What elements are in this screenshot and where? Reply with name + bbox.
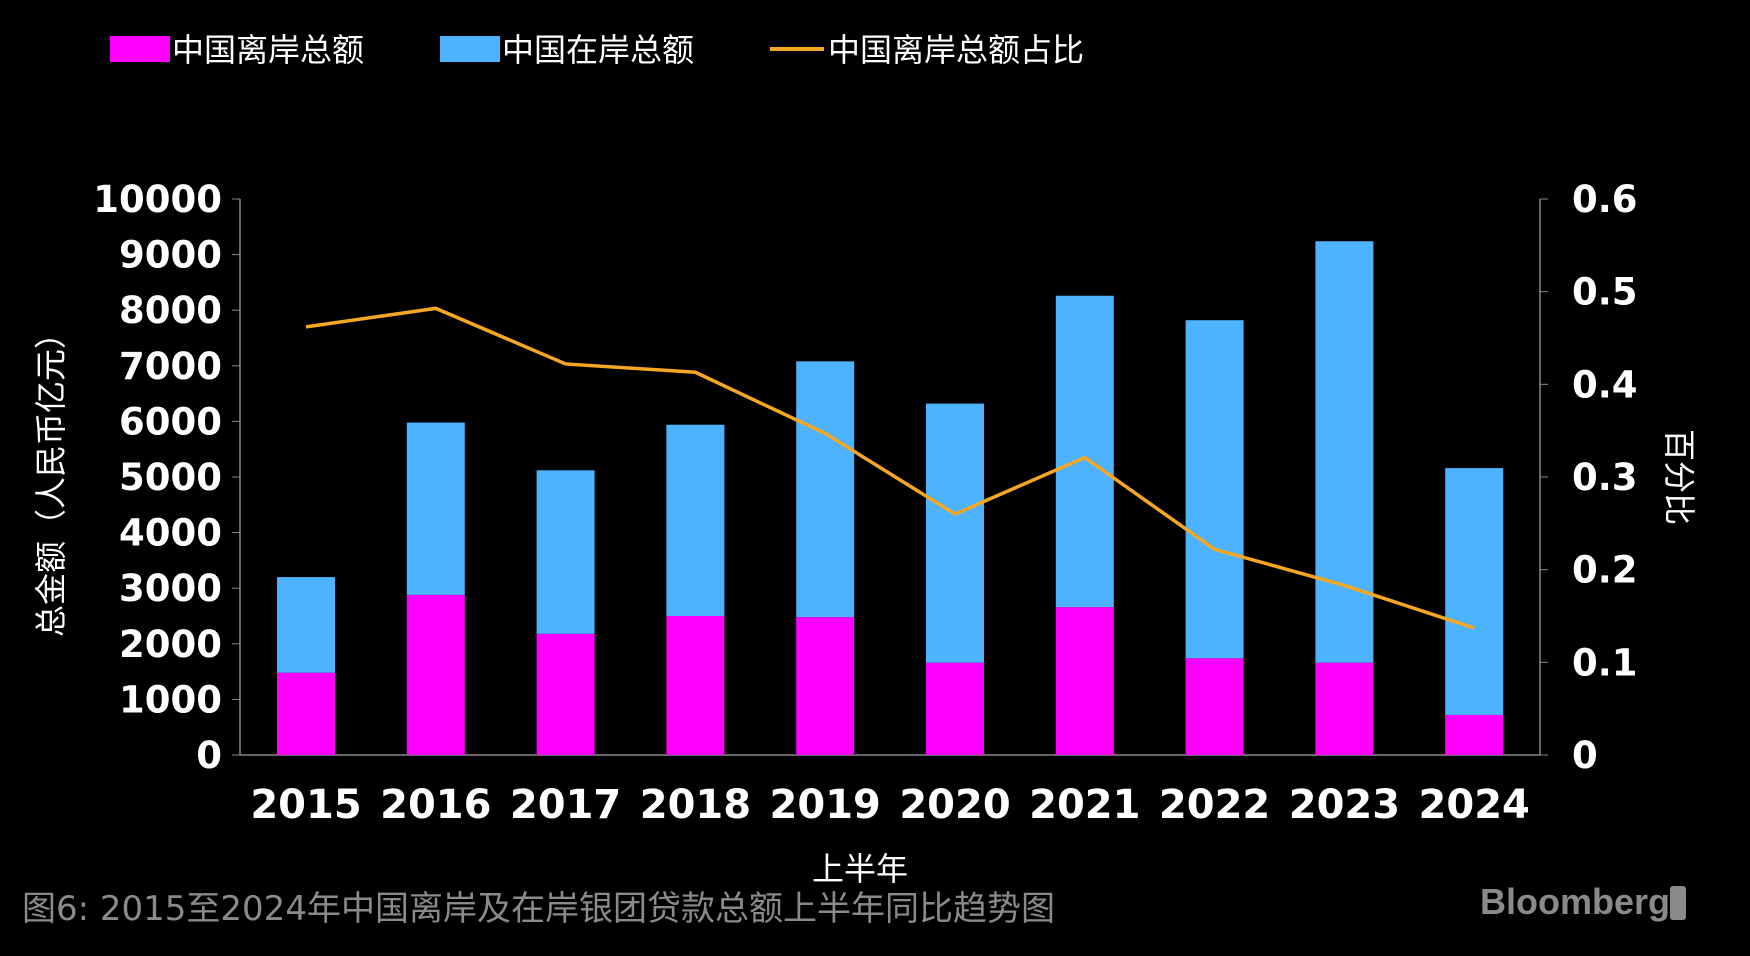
x-tick-label: 2023: [1289, 782, 1400, 828]
bars: [277, 241, 1504, 755]
x-tick-label: 2015: [250, 782, 361, 828]
ratio-line: [305, 306, 1475, 630]
bar-offshore: [406, 594, 465, 755]
bar-onshore: [926, 403, 984, 663]
y-tick-label: 5000: [119, 456, 222, 499]
x-tick-label: 2016: [380, 782, 491, 828]
bar-onshore: [536, 470, 595, 634]
legend-swatch: [110, 36, 170, 62]
y-tick-label: 1000: [119, 678, 222, 721]
y2-axis-label: 百分比: [1660, 429, 1698, 525]
bar-offshore: [1055, 607, 1114, 755]
bar-onshore: [1445, 468, 1504, 715]
x-tick-label: 2020: [899, 782, 1010, 828]
y-tick-label: 4000: [119, 512, 222, 555]
bar-onshore: [796, 361, 855, 618]
figure-caption: 图6: 2015至2024年中国离岸及在岸银团贷款总额上半年同比趋势图: [22, 889, 1055, 929]
bar-onshore: [666, 424, 725, 616]
axes: 0 1000 2000 3000 4000 5000 6000 7000 8000 9000 100…: [93, 178, 1637, 828]
bar-offshore: [926, 662, 984, 755]
legend-label: 中国在岸总额: [502, 31, 694, 69]
ratio-line-path: [305, 306, 1475, 630]
legend-label: 中国离岸总额占比: [828, 31, 1084, 69]
bar-onshore: [406, 422, 465, 595]
bar-offshore: [666, 616, 725, 755]
bar-offshore: [796, 617, 855, 755]
y-tick-label: 7000: [119, 345, 222, 388]
bar-offshore: [1315, 662, 1374, 755]
y2-tick-label: 0.4: [1572, 363, 1638, 406]
y2-tick-label: 0.6: [1572, 178, 1638, 221]
x-axis-label: 上半年: [812, 850, 908, 888]
bar-onshore: [1315, 241, 1374, 663]
y-tick-label: 6000: [119, 400, 222, 443]
y-tick-label: 3000: [119, 567, 222, 610]
x-tick-label: 2022: [1159, 782, 1270, 828]
y2-tick-label: 0.2: [1572, 549, 1638, 592]
y-tick-label: 8000: [119, 289, 222, 332]
y2-tick-label: 0.3: [1572, 456, 1638, 499]
y-tick-label: 10000: [93, 178, 222, 221]
bloomberg-logo: Bloomberg: [1480, 881, 1670, 922]
y-tick-label: 9000: [119, 234, 222, 277]
x-tick-label: 2017: [510, 782, 621, 828]
x-tick-label: 2024: [1419, 782, 1530, 828]
legend-label: 中国离岸总额: [172, 31, 364, 69]
y2-tick-label: 0: [1572, 734, 1598, 777]
x-tick-label: 2018: [640, 782, 751, 828]
y-tick-label: 2000: [119, 623, 222, 666]
y2-tick-label: 0.5: [1572, 271, 1638, 314]
bar-offshore: [1185, 658, 1244, 755]
y-tick-label: 0: [196, 734, 222, 777]
y2-tick-label: 0.1: [1572, 641, 1638, 684]
x-tick-label: 2021: [1029, 782, 1140, 828]
bar-offshore: [277, 672, 335, 755]
x-tick-label: 2019: [770, 782, 881, 828]
bloomberg-logo-icon: [1670, 886, 1686, 920]
bar-onshore: [277, 577, 335, 673]
bar-offshore: [1445, 714, 1504, 755]
y-axis-label: 总金额（人民币亿元）: [32, 317, 70, 637]
bar-offshore: [536, 633, 595, 755]
bar-onshore: [1185, 320, 1244, 659]
legend-swatch: [440, 36, 500, 62]
bar-onshore: [1055, 295, 1114, 608]
legend: 中国离岸总额 中国在岸总额 中国离岸总额占比: [110, 31, 1084, 69]
